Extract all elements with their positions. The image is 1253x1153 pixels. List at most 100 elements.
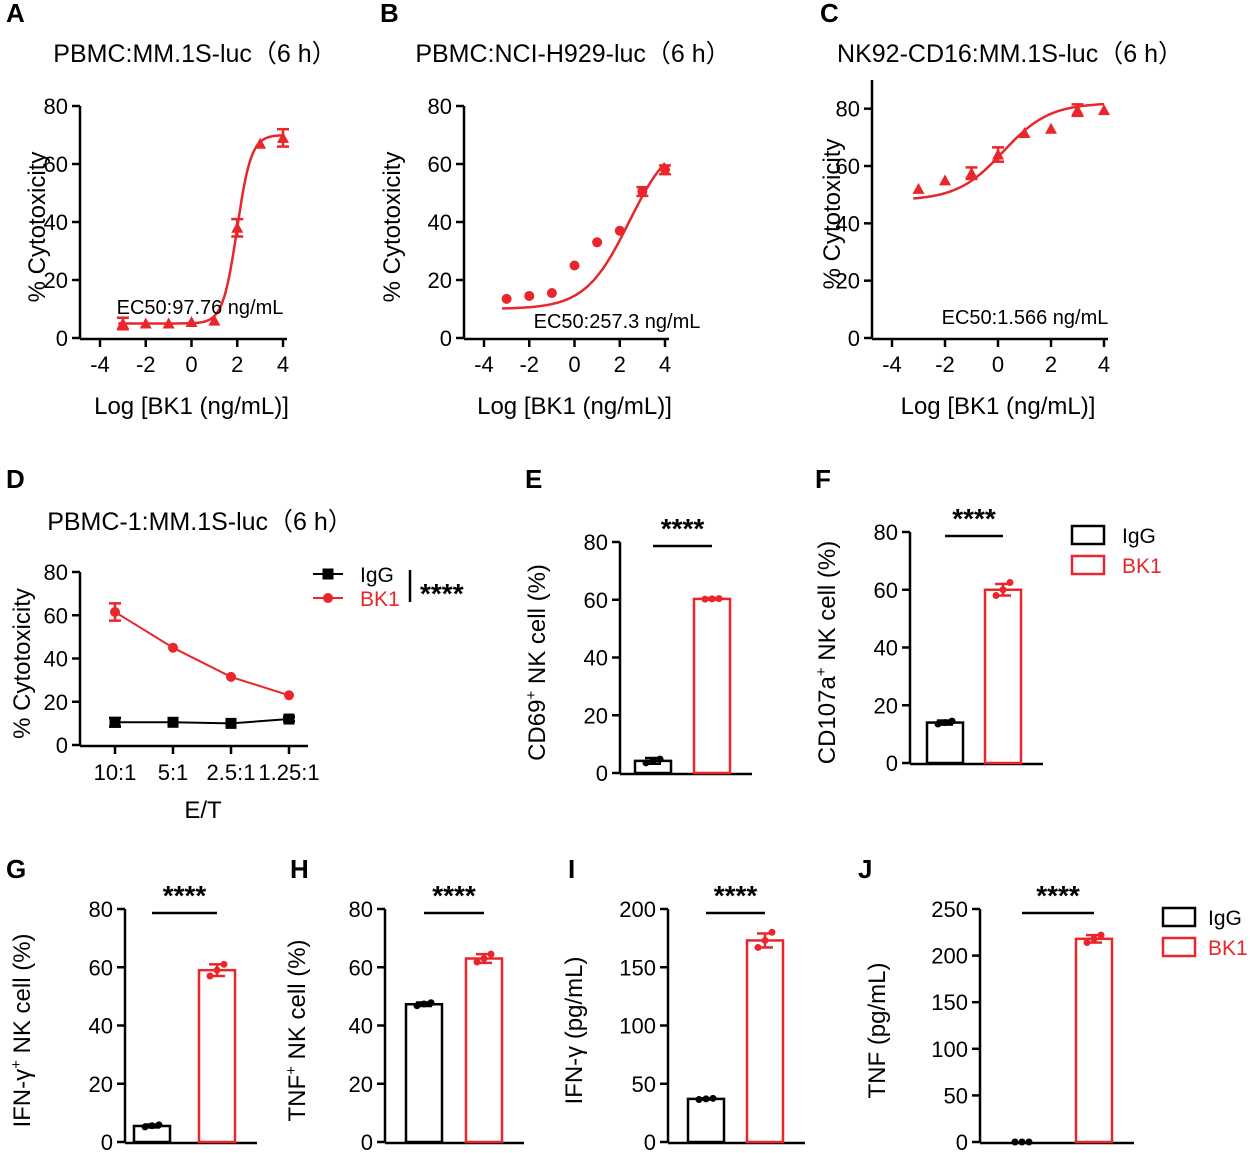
data-point	[592, 237, 603, 248]
chart-title: PBMC:MM.1S-luc（6 h）	[53, 40, 336, 68]
x-tick-label: -4	[90, 352, 110, 377]
significance-label: ****	[952, 503, 996, 534]
panel-a-dose-response-chart: PBMC:MM.1S-luc（6 h） 0 20 40 60 80 -4 -2 0 2 4 Log […	[24, 40, 337, 420]
x-tick-label: 0	[568, 352, 580, 377]
y-tick-label: 40	[44, 647, 68, 672]
data-point	[1018, 127, 1031, 139]
x-tick-label: 2	[614, 352, 626, 377]
data-point-bk1	[168, 642, 178, 653]
y-tick-label: 60	[89, 955, 113, 980]
significance-label: ****	[163, 880, 207, 911]
significance-label: ****	[661, 513, 705, 544]
y-axis-label: % Cytotoxicity	[9, 588, 36, 739]
legend-bk1-label: BK1	[360, 588, 400, 611]
y-tick-label: 80	[428, 94, 452, 119]
bar-igg	[925, 721, 965, 765]
replicate-dot-bk1	[1006, 579, 1014, 587]
data-point-igg	[167, 716, 179, 728]
data-point	[501, 293, 512, 304]
y-tick-label: 80	[874, 520, 898, 545]
replicate-dot-igg	[709, 1094, 717, 1102]
y-axis-label: CD107a+ NK cell (%)	[813, 541, 841, 765]
data-point	[1071, 104, 1084, 116]
data-point	[992, 148, 1004, 160]
bar-bk1	[692, 597, 732, 775]
x-tick-label: 10:1	[94, 760, 137, 785]
data-point	[1045, 122, 1057, 134]
legend-ef-bk1-label: BK1	[1122, 555, 1162, 578]
replicate-dot-bk1	[708, 595, 716, 603]
x-tick-label: -4	[882, 352, 902, 377]
data-point	[965, 167, 978, 179]
x-tick-label: 4	[1098, 352, 1110, 377]
y-tick-label: 200	[931, 944, 968, 969]
y-tick-label: 80	[44, 94, 68, 119]
significance-label: ****	[714, 880, 758, 911]
significance-label: ****	[420, 578, 464, 609]
y-tick-label: 100	[619, 1014, 656, 1039]
replicate-dot-igg	[695, 1095, 703, 1103]
replicate-dot-igg	[702, 1095, 710, 1103]
x-tick-label: 4	[277, 352, 289, 377]
data-point	[277, 131, 289, 143]
y-tick-label: 40	[836, 211, 860, 236]
legend-ef-igg-swatch	[1070, 524, 1106, 546]
y-tick-label: 0	[886, 751, 898, 776]
panel-j-bar-chart: 0 50 100 150 200 250 TNF (pg/mL) ****	[864, 880, 1134, 1153]
replicate-dot-igg	[155, 1121, 163, 1129]
replicate-dot-bk1	[206, 972, 214, 980]
bar-bk1	[745, 939, 785, 1144]
y-tick-label: 0	[101, 1130, 113, 1153]
replicate-dot-igg	[1018, 1138, 1026, 1146]
bar-bk1	[464, 957, 504, 1144]
y-axis-label: % Cytotoxicity	[819, 139, 846, 290]
data-point	[208, 314, 221, 326]
replicate-dot-bk1	[754, 943, 762, 951]
y-tick-label: 60	[44, 152, 68, 177]
panel-letter-c: C	[820, 0, 839, 28]
replicate-dot-igg	[1011, 1138, 1019, 1146]
y-tick-label: 40	[89, 1014, 113, 1039]
y-tick-label: 40	[428, 210, 452, 235]
y-axis-label: TNF (pg/mL)	[864, 962, 891, 1098]
y-tick-label: 60	[584, 588, 608, 613]
y-tick-label: 150	[619, 955, 656, 980]
data-point	[231, 221, 244, 233]
x-tick-label: 5:1	[158, 760, 189, 785]
y-tick-label: 0	[848, 326, 860, 351]
x-axis-label: E/T	[184, 797, 222, 824]
panel-letter-j: J	[858, 854, 872, 884]
data-point-bk1	[284, 690, 294, 701]
legend-ef-igg-label: IgG	[1122, 525, 1156, 548]
panel-letter-h: H	[290, 854, 309, 884]
replicate-dot-igg	[427, 999, 435, 1007]
y-tick-label: 20	[89, 1072, 113, 1097]
y-tick-label: 0	[361, 1130, 373, 1153]
y-tick-label: 50	[632, 1072, 656, 1097]
panel-e-bar-chart: 0 20 40 60 80 CD69+ NK cell (%) ****	[523, 513, 752, 786]
y-tick-label: 80	[836, 97, 860, 122]
fit-curve	[118, 134, 284, 325]
data-point	[185, 316, 198, 328]
significance-label: ****	[432, 880, 476, 911]
replicate-dot-bk1	[1097, 931, 1105, 939]
replicate-dot-bk1	[999, 586, 1007, 594]
replicate-dot-bk1	[992, 592, 1000, 600]
y-axis-label: % Cytotoxicity	[24, 152, 51, 303]
legend-bk1-marker	[323, 593, 333, 603]
replicate-dot-igg	[649, 757, 657, 765]
y-tick-label: 0	[440, 326, 452, 351]
fit-curve	[913, 102, 1105, 200]
legend-ef: IgG BK1	[1070, 524, 1162, 578]
y-tick-label: 60	[349, 955, 373, 980]
y-tick-label: 0	[956, 1130, 968, 1153]
data-point	[660, 164, 670, 175]
replicate-dot-bk1	[715, 595, 723, 603]
data-point-igg	[225, 717, 237, 729]
y-tick-label: 250	[931, 897, 968, 922]
data-point	[546, 288, 557, 299]
fit-curve	[502, 162, 666, 310]
y-tick-label: 20	[836, 269, 860, 294]
y-tick-label: 20	[44, 268, 68, 293]
bar-bk1	[983, 588, 1023, 765]
